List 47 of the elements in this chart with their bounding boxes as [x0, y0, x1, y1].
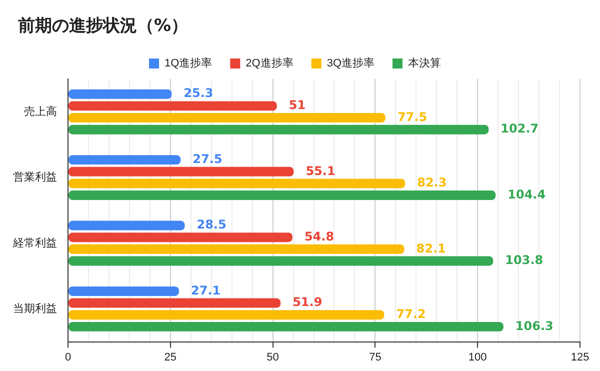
chart-title: 前期の進捗状況（%）: [18, 15, 188, 37]
x-tick-label: 25: [164, 351, 177, 364]
bar: [68, 322, 504, 332]
data-label: 82.1: [416, 241, 446, 256]
y-tick-label: 経常利益: [12, 236, 57, 250]
bar: [68, 310, 384, 320]
data-label: 82.3: [417, 176, 447, 190]
bar: [68, 155, 181, 165]
legend-label: 2Q進捗率: [246, 56, 294, 70]
bar: [68, 298, 281, 308]
bar: [68, 220, 185, 230]
data-label: 25.3: [184, 86, 214, 100]
x-tick-label: 125: [570, 351, 590, 364]
bar: [68, 124, 489, 134]
data-label: 51: [288, 98, 306, 112]
data-label: 77.5: [397, 110, 428, 124]
x-tick-label: 100: [468, 351, 487, 364]
data-label: 55.1: [306, 164, 336, 178]
data-label: 51.9: [292, 295, 322, 310]
data-label: 27.5: [192, 152, 222, 166]
bar: [68, 113, 386, 122]
bar: [68, 89, 172, 99]
bar: [68, 178, 406, 188]
legend-label: 本決算: [408, 56, 442, 70]
bar: [68, 190, 496, 200]
bar: [68, 244, 404, 254]
data-label: 54.8: [304, 229, 334, 244]
legend-label: 3Q進捗率: [326, 56, 375, 70]
data-label: 77.2: [396, 306, 426, 321]
bar: [68, 286, 179, 296]
bar: [68, 232, 292, 242]
data-label: 28.5: [196, 218, 226, 232]
legend-label: 1Q進捗率: [164, 56, 212, 70]
data-label: 104.4: [508, 187, 546, 202]
data-label: 27.1: [191, 283, 221, 298]
y-tick-label: 売上高: [24, 104, 57, 118]
x-tick-label: 0: [64, 351, 72, 364]
data-label: 102.7: [500, 122, 539, 136]
x-tick-label: 75: [369, 351, 382, 364]
y-tick-label: 当期利益: [13, 302, 57, 315]
y-tick-label: 営業利益: [13, 170, 57, 184]
bar: [68, 256, 494, 266]
data-label: 106.3: [515, 318, 554, 333]
bar: [68, 166, 294, 176]
x-tick-label: 50: [266, 351, 279, 364]
bar: [68, 101, 277, 111]
data-label: 103.8: [505, 253, 544, 268]
